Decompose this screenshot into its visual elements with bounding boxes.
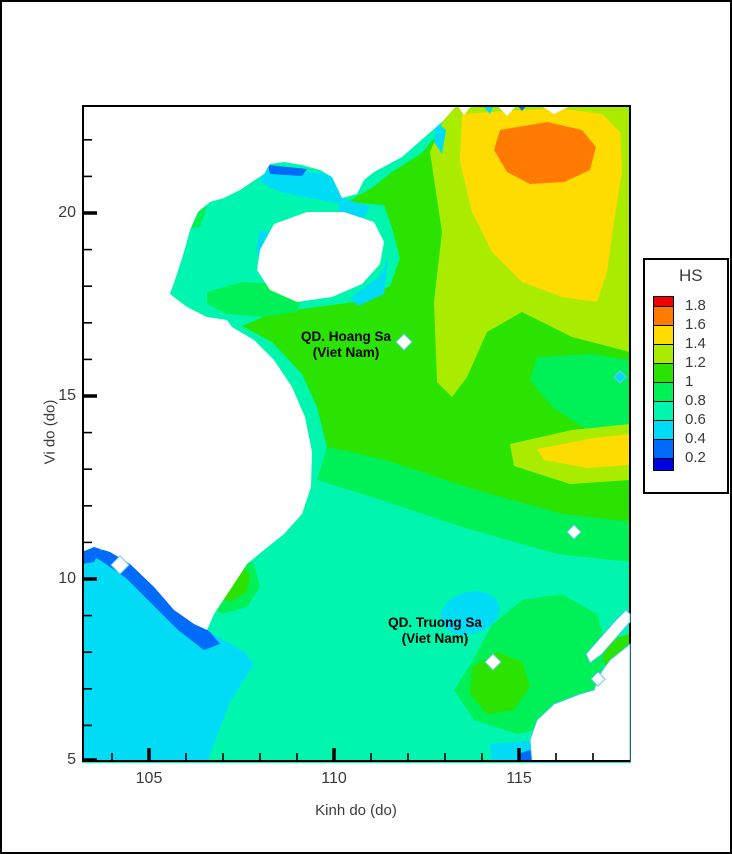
coast-notch-1 (457, 105, 472, 115)
legend-label-0.8: 0.8 (685, 392, 706, 409)
x-axis-title: Kinh do (do) (315, 802, 397, 819)
y-tick-label-15: 15 (58, 387, 76, 404)
contour-map: QD. Hoang Sa(Viet Nam)QD. Truong Sa(Viet… (82, 105, 631, 763)
y-axis-title: Vi do (do) (41, 399, 59, 465)
mainland-vietnam-china (82, 105, 457, 630)
se-island-marker (590, 671, 606, 687)
east-island-marker (566, 524, 582, 540)
legend-label-0.4: 0.4 (685, 430, 706, 447)
phu-quoc-island (110, 555, 130, 575)
legend-swatch-<0.2 (653, 458, 674, 471)
legend-title: HS (679, 266, 703, 285)
contour-region-cyan-tonkin-north (260, 168, 348, 204)
coast-notch-3 (540, 105, 572, 114)
hoang-sa-marker (395, 333, 413, 351)
contour-region-cyan-top-bit (482, 105, 494, 114)
hainan-island (257, 212, 384, 302)
legend-swatch-0.4-0.6 (653, 420, 674, 440)
truong-sa-label-line2: (Viet Nam) (402, 631, 469, 646)
contour-region-cyan-coast-sliver (434, 122, 446, 154)
legend-label-1.8: 1.8 (685, 297, 706, 314)
legend-swatch-0.2-0.4 (653, 439, 674, 459)
legend-swatch-1.0-1.2 (653, 363, 674, 383)
contour-region-cyan-hainan-se (350, 258, 388, 306)
contour-region-orange-core (494, 122, 596, 184)
legend-swatch-0.6-0.8 (653, 401, 674, 421)
legend-swatch-1.4-1.6 (653, 325, 674, 345)
legend-swatch-1.2-1.4 (653, 344, 674, 364)
x-tick-label-105: 105 (135, 770, 163, 787)
truong-sa-label-line1: QD. Truong Sa (388, 615, 482, 630)
contour-region-blue-tonkin-coast (268, 165, 307, 176)
x-tick-label-115: 115 (506, 770, 532, 787)
contour-region-teal-transition-band (317, 447, 630, 562)
palawan-strip (585, 609, 631, 664)
legend-label-1.6: 1.6 (685, 316, 706, 333)
hoang-sa-label-line2: (Viet Nam) (313, 345, 380, 360)
truong-sa-marker (484, 653, 502, 671)
colorbar-legend: HS 1.8 1.6 1.4 1.2 1 0.8 0.6 0.4 0.2 (643, 258, 729, 494)
x-tick-label-110: 110 (321, 770, 347, 787)
contour-region-cyan-truongsa-spot (440, 591, 500, 635)
hoang-sa-label-line1: QD. Hoang Sa (301, 329, 392, 344)
contour-region-cyan-gulf-of-thailand (82, 550, 254, 762)
coast-notch-2 (497, 105, 517, 116)
contour-region-teal-ne-patch (530, 354, 630, 434)
y-tick-label-5: 5 (67, 751, 76, 768)
legend-label-0.2: 0.2 (685, 449, 706, 466)
y-tick-label-10: 10 (58, 570, 76, 587)
legend-label-1.4: 1.4 (685, 335, 706, 352)
plot-frame (82, 105, 631, 762)
shoal-spot (613, 370, 627, 384)
legend-swatch-0.8-1.0 (653, 382, 674, 402)
legend-label-1: 1 (685, 373, 694, 390)
legend-swatch-1.6-1.8 (653, 306, 674, 326)
legend-label-0.6: 0.6 (685, 411, 706, 428)
y-tick-label-20: 20 (58, 204, 76, 221)
contour-region-green-truongsa-core (470, 652, 530, 714)
contour-region-gold-streak (537, 434, 630, 468)
legend-label-1.2: 1.2 (685, 354, 706, 371)
